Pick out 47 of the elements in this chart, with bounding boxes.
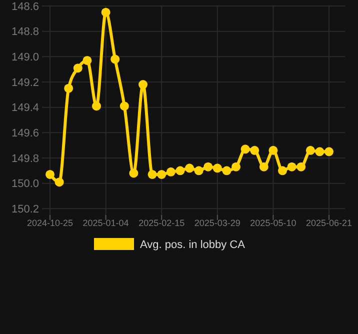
point: [120, 102, 129, 111]
y-tick-label: 149.4: [11, 102, 39, 114]
x-tick-label: 2024-10-25: [26, 218, 74, 228]
point: [110, 54, 120, 64]
point: [212, 164, 222, 173]
x-tick-label: 2025-03-29: [194, 218, 240, 228]
y-tick-label: 149.0: [11, 52, 39, 64]
point: [240, 144, 250, 154]
point: [73, 64, 82, 73]
point: [306, 146, 315, 155]
point: [64, 84, 74, 93]
point: [222, 166, 232, 176]
point: [194, 166, 204, 176]
point: [176, 166, 185, 176]
y-tick-label: 148.8: [11, 26, 39, 38]
point: [232, 162, 240, 172]
point: [101, 8, 110, 17]
x-tick-label: 2025-05-10: [250, 218, 296, 228]
point: [278, 166, 287, 176]
y-tick-label: 149.6: [11, 128, 39, 140]
y-tick-label: 149.2: [11, 76, 39, 89]
point: [204, 162, 213, 172]
x-tick-label: 2025-06-21: [306, 218, 352, 228]
point: [268, 146, 278, 155]
point: [324, 147, 334, 156]
point: [129, 168, 138, 178]
point: [259, 162, 268, 172]
point: [166, 167, 176, 176]
point: [287, 162, 296, 172]
legend-label: Avg. pos. in lobby CA: [140, 238, 246, 251]
y-tick-label: 149.8: [11, 152, 39, 165]
point: [157, 170, 166, 179]
point: [185, 164, 194, 173]
y-tick-label: 150.2: [11, 204, 39, 216]
x-tick-label: 2025-01-04: [82, 218, 129, 228]
point: [54, 178, 64, 187]
point: [148, 170, 157, 179]
x-tick-label: 2025-02-15: [138, 218, 185, 228]
point: [296, 162, 306, 172]
y-tick-label: 150.0: [11, 178, 39, 190]
y-tick-label: 148.6: [11, 0, 39, 13]
point: [46, 170, 54, 179]
point: [92, 102, 101, 111]
point: [82, 56, 92, 65]
point: [250, 146, 260, 155]
point: [315, 147, 324, 156]
point: [138, 80, 148, 90]
